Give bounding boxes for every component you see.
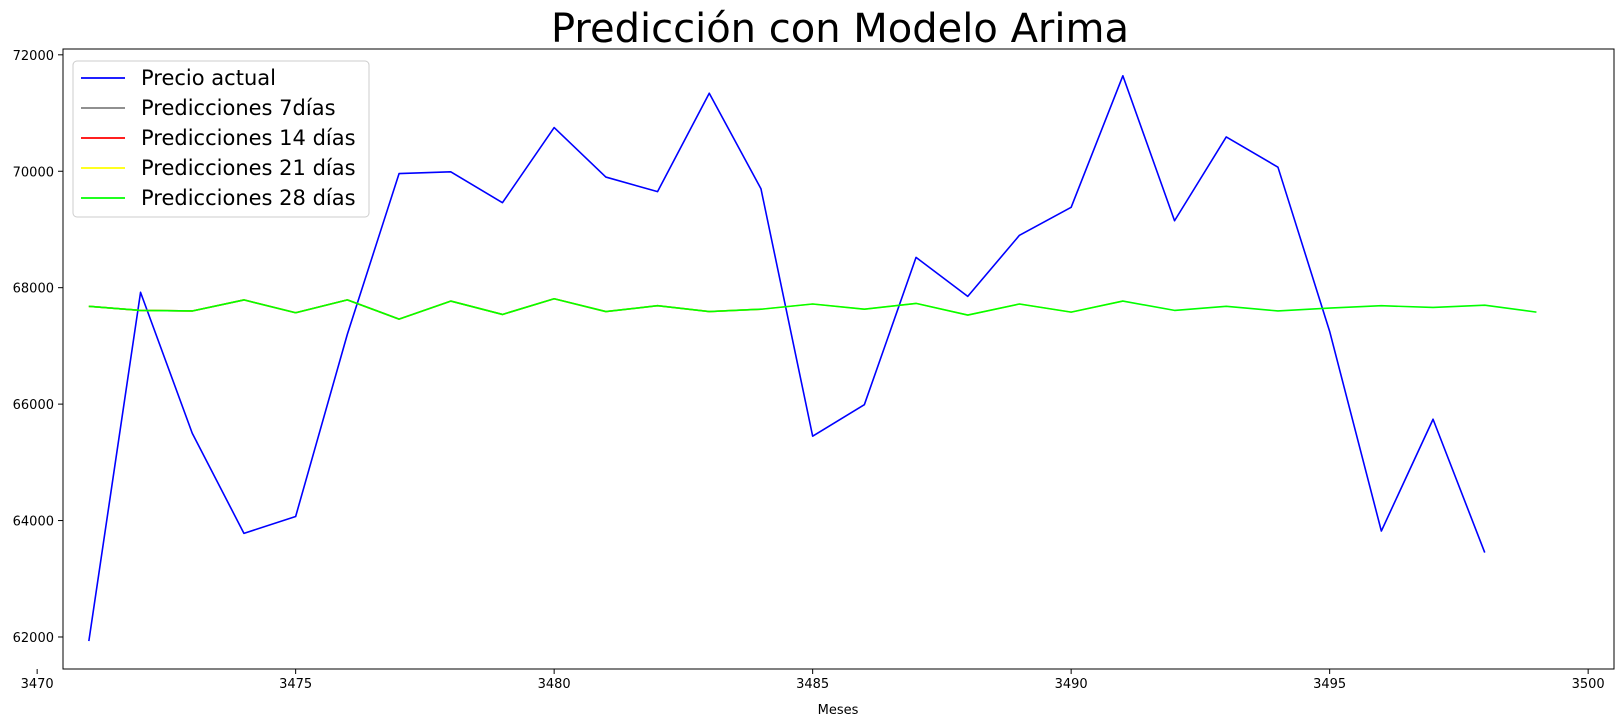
y-tick-label: 68000 [13, 282, 54, 297]
series-line-predicciones-21-dias [88, 297, 1124, 320]
x-axis-label: Meses [818, 703, 859, 718]
y-tick-label: 70000 [13, 165, 54, 180]
series-line-predicciones-28-dias [88, 297, 1537, 320]
series-line-predicciones-14-dias [88, 297, 761, 320]
x-tick-label: 3475 [279, 677, 312, 692]
y-tick-label: 62000 [13, 631, 54, 646]
x-tick-label: 3480 [538, 677, 571, 692]
chart-title: Predicción con Modelo Arima [551, 6, 1129, 52]
plot-frame [62, 48, 1615, 670]
y-axis: 62000 64000 66000 68000 70000 72000 [13, 49, 63, 646]
x-tick-label: 3470 [21, 677, 54, 692]
plot-area [88, 74, 1537, 642]
x-tick-label: 3500 [1572, 677, 1605, 692]
x-tick-label: 3485 [796, 677, 829, 692]
legend-label: Precio actual [141, 66, 276, 90]
legend-label: Predicciones 21 días [141, 156, 356, 180]
x-tick-label: 3495 [1313, 677, 1346, 692]
legend: Precio actual Predicciones 7días Prediccio… [72, 60, 370, 218]
x-axis: 3470 3475 3480 3485 3490 3495 3500 [21, 669, 1605, 692]
y-tick-label: 66000 [13, 398, 54, 413]
legend-label: Predicciones 7días [141, 96, 336, 120]
legend-label: Predicciones 14 días [141, 126, 356, 150]
legend-label: Predicciones 28 días [141, 186, 356, 210]
legend-box [72, 60, 370, 218]
y-tick-label: 64000 [13, 515, 54, 530]
x-tick-label: 3490 [1055, 677, 1088, 692]
y-tick-label: 72000 [13, 49, 54, 64]
series-line-precio-actual [88, 74, 1486, 642]
